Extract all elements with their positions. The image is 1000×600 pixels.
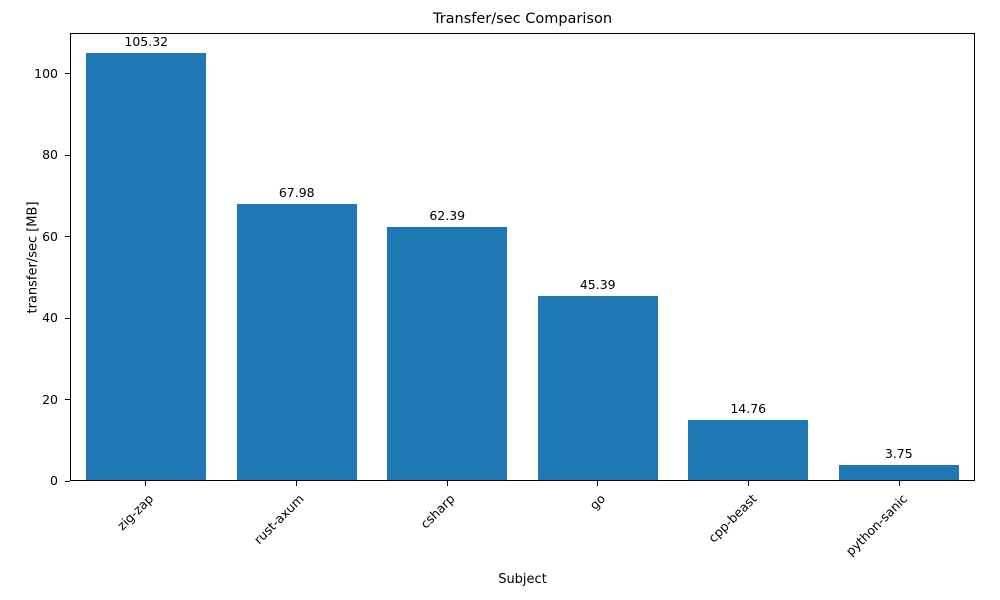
y-tick-mark — [65, 480, 70, 482]
x-tick-label: rust-axum — [250, 491, 307, 547]
x-tick-mark — [899, 481, 901, 486]
bar — [537, 295, 658, 480]
bar — [688, 420, 809, 480]
x-tick-label: csharp — [417, 491, 458, 532]
bar-group: 45.39 — [523, 34, 674, 480]
y-tick-mark — [65, 73, 70, 75]
bars-container: 105.32 67.98 62.39 45.39 14.76 3.75 — [71, 34, 974, 480]
x-tick-mark — [295, 481, 297, 486]
y-tick-mark — [65, 317, 70, 319]
bar-value-label: 105.32 — [124, 33, 169, 49]
bar — [838, 464, 959, 480]
x-tick-label: zig-zap — [113, 491, 157, 534]
bar-group: 62.39 — [372, 34, 523, 480]
y-tick-label: 0 — [50, 473, 58, 488]
bar — [236, 204, 357, 480]
y-tick-label: 60 — [42, 228, 58, 244]
bar-value-label: 45.39 — [579, 276, 616, 292]
x-tick-mark — [144, 481, 146, 486]
x-tick-label: python-sanic — [842, 491, 911, 559]
x-tick-mark — [597, 481, 599, 486]
x-tick-mark — [446, 481, 448, 486]
x-tick-mark — [748, 481, 750, 486]
x-axis-ticks: zig-zap rust-axum csharp go cpp-beast python-… — [70, 481, 975, 591]
bar-value-label: 67.98 — [278, 185, 315, 201]
y-tick-label: 100 — [34, 65, 58, 81]
bar-group: 105.32 — [71, 34, 222, 480]
y-tick-label: 20 — [42, 391, 58, 407]
y-tick-mark — [65, 236, 70, 238]
plot-area: 105.32 67.98 62.39 45.39 14.76 3.75 — [70, 33, 975, 481]
y-axis-ticks: 0 20 40 60 80 100 — [0, 33, 70, 488]
y-tick-mark — [65, 399, 70, 401]
bar-group: 67.98 — [222, 34, 373, 480]
bar-value-label: 62.39 — [429, 208, 466, 224]
bar-value-label: 3.75 — [884, 445, 913, 461]
chart-title: Transfer/sec Comparison — [432, 11, 613, 27]
bar — [387, 227, 508, 480]
bar-group: 14.76 — [673, 34, 824, 480]
y-tick-label: 40 — [42, 310, 58, 326]
x-axis-label: Subject — [498, 572, 547, 587]
x-tick-label: go — [586, 491, 609, 513]
bar — [86, 52, 207, 480]
bar-group: 3.75 — [824, 34, 975, 480]
x-tick-label: cpp-beast — [704, 491, 760, 546]
y-tick-label: 80 — [42, 147, 58, 163]
y-tick-mark — [65, 154, 70, 156]
bar-value-label: 14.76 — [730, 401, 767, 417]
